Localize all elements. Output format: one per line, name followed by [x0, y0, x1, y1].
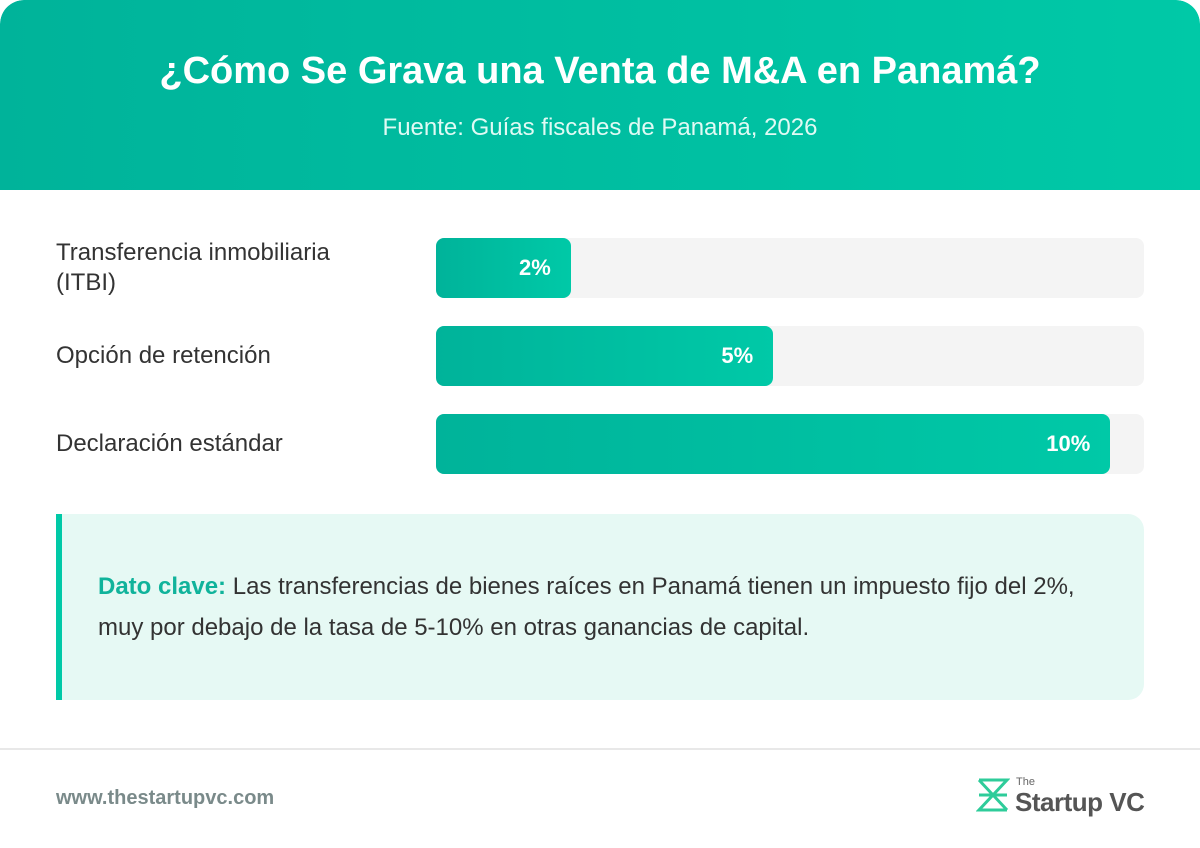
logo: Startup VC: [1015, 787, 1145, 817]
note-body: Las transferencias de bienes raíces en P…: [98, 573, 1075, 641]
value-label: 10%: [1046, 431, 1091, 456]
bar-track: 10%: [436, 414, 1144, 474]
note-label: Dato clave:: [98, 573, 227, 600]
chart-title: ¿Cómo Se Grava una Venta de M&A en Panam…: [159, 50, 1041, 92]
bar: [436, 238, 571, 298]
chart-subtitle: Fuente: Guías fiscales de Panamá, 2026: [382, 114, 818, 141]
category-label: Transferencia inmobiliaria (ITBI): [56, 239, 330, 296]
divider: [0, 748, 1200, 750]
category-label: Opción de retención: [56, 342, 271, 369]
bar-track: 5%: [436, 326, 1144, 386]
value-label: 2%: [519, 255, 551, 280]
note-text: Dato clave: Las transferencias de bienes…: [98, 566, 1118, 648]
category-label: Declaración estándar: [56, 430, 283, 457]
value-label: 5%: [721, 343, 754, 368]
key-note: Dato clave: Las transferencias de bienes…: [56, 514, 1144, 700]
logo-small: The: [1016, 776, 1035, 788]
bar: [436, 414, 1111, 474]
footer-url: www.thestartupvc.com: [56, 787, 275, 809]
header: ¿Cómo Se Grava una Venta de M&A en Panam…: [0, 0, 1200, 190]
bar-track: 2%: [436, 238, 1144, 298]
logo-icon: [976, 778, 1010, 812]
bar: [436, 326, 774, 386]
